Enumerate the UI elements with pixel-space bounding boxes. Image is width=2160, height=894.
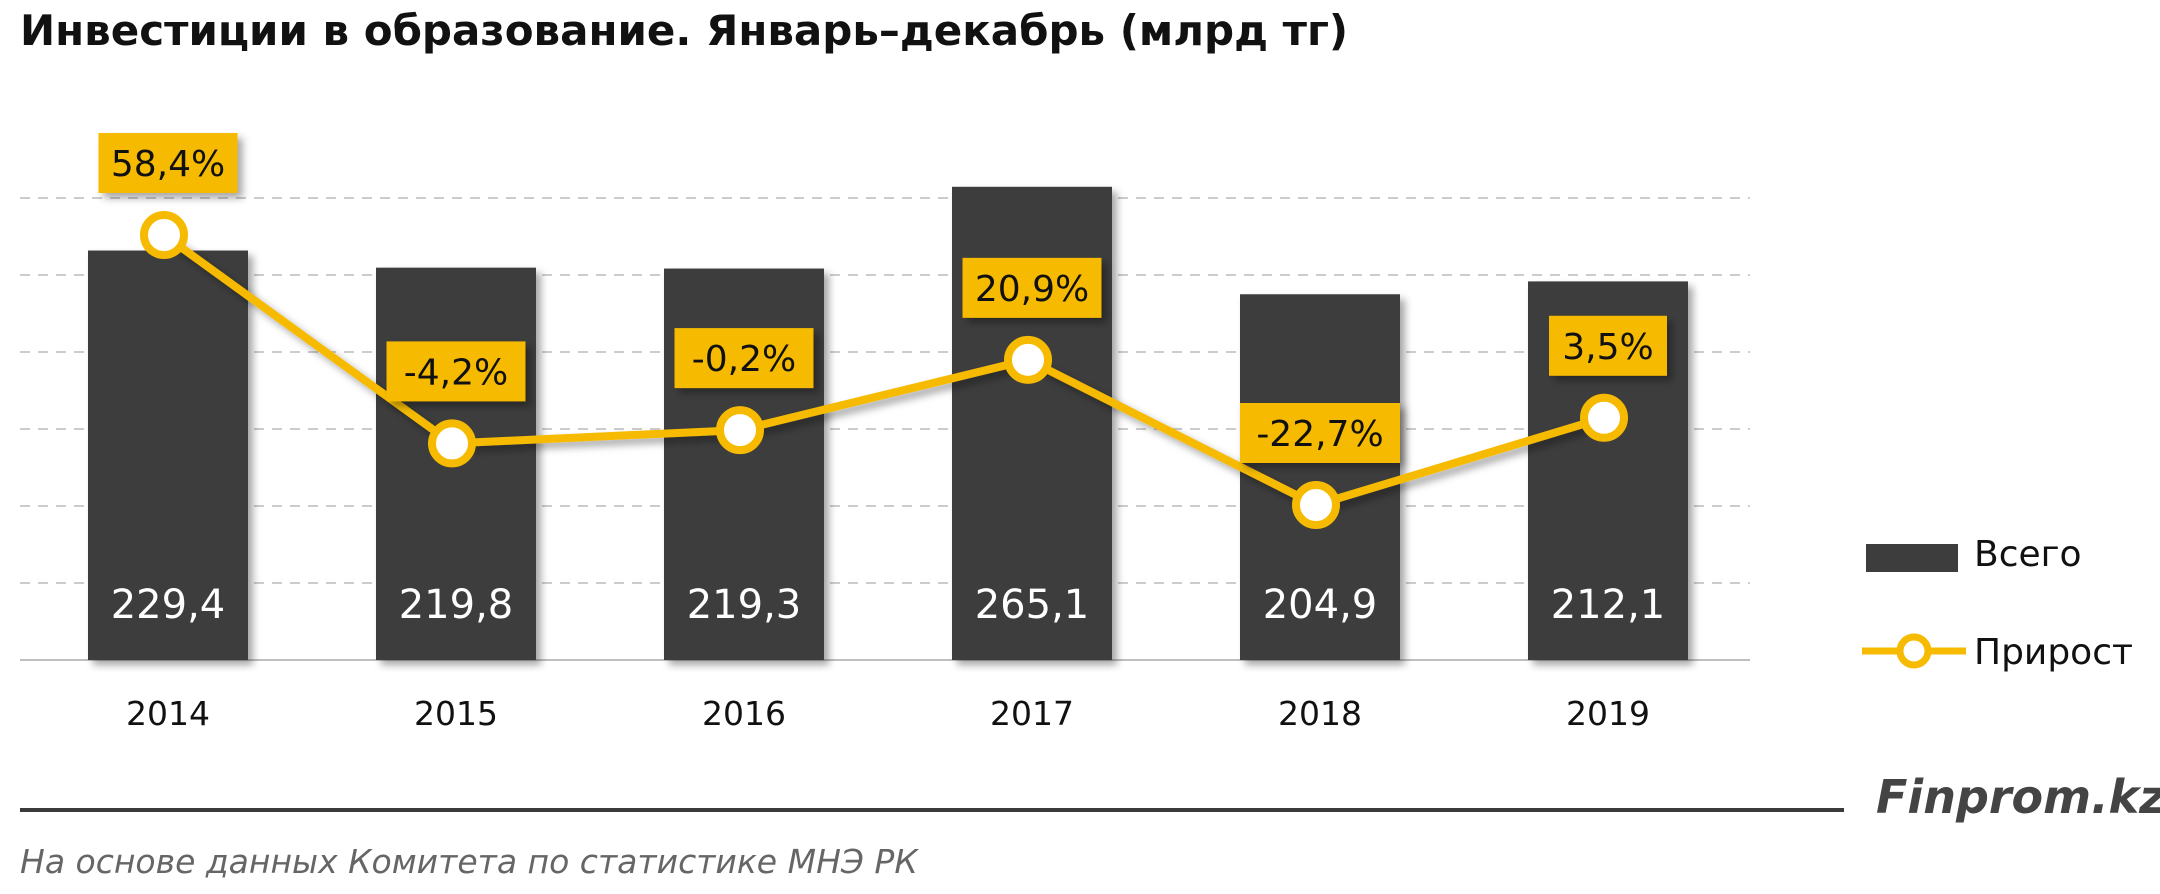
footer-divider [20, 808, 1844, 812]
legend-bar-swatch [1866, 544, 1958, 572]
source-note: На основе данных Комитета по статистике … [20, 842, 918, 881]
x-tick-2017: 2017 [990, 694, 1074, 733]
growth-label-box-2019 [1549, 315, 1667, 376]
x-tick-2016: 2016 [702, 694, 786, 733]
growth-line [161, 231, 1606, 509]
growth-label-box-2018 [1240, 403, 1400, 463]
bar-series [88, 186, 1688, 660]
legend-line-marker [1896, 633, 1932, 669]
growth-value-labels: 58,4% -4,2% -0,2% 20,9% -22,7% 3,5% [98, 133, 1667, 463]
legend-label-growth: Прирост [1974, 632, 2133, 673]
growth-label-2017: 20,9% [975, 269, 1089, 310]
growth-label-2014: 58,4% [111, 144, 225, 185]
growth-label-box-2017 [962, 257, 1102, 318]
bar-label-2018: 204,9 [1263, 582, 1378, 628]
brand-logo: Finprom.kz [1876, 770, 2160, 824]
growth-label-2019: 3,5% [1562, 327, 1653, 368]
bar-label-2015: 219,8 [399, 582, 514, 628]
bar-label-2014: 229,4 [111, 582, 226, 628]
growth-marker-2014 [140, 211, 188, 259]
growth-marker-2019 [1580, 393, 1628, 442]
growth-label-box-2016 [674, 328, 814, 389]
legend: Всего Прирост [1862, 534, 2133, 673]
bar-label-2016: 219,3 [687, 582, 802, 628]
growth-label-box-2014 [98, 133, 238, 193]
bar-value-labels: 229,4 219,8 219,3 265,1 204,9 212,1 [111, 582, 1666, 628]
chart-title: Инвестиции в образование. Январь–декабрь… [20, 6, 1349, 55]
growth-marker-2016 [716, 406, 764, 455]
growth-marker-2018 [1292, 481, 1340, 529]
legend-label-total: Всего [1974, 534, 2082, 575]
growth-label-box-2015 [386, 341, 526, 402]
x-tick-2015: 2015 [414, 694, 498, 733]
bar-label-2017: 265,1 [975, 582, 1090, 628]
gridlines [20, 197, 1750, 584]
growth-marker-2015 [428, 419, 476, 468]
growth-label-2018: -22,7% [1256, 414, 1383, 455]
bar-label-2019: 212,1 [1551, 582, 1666, 628]
x-tick-2019: 2019 [1566, 694, 1650, 733]
bar-2014 [88, 250, 248, 660]
growth-line-series [140, 211, 1628, 529]
x-tick-labels: 2014 2015 2016 2017 2018 2019 [126, 694, 1650, 733]
x-tick-2014: 2014 [126, 694, 210, 733]
growth-marker-2017 [1004, 335, 1052, 384]
growth-label-2016: -0,2% [692, 339, 796, 380]
growth-label-2015: -4,2% [404, 352, 508, 393]
x-tick-2018: 2018 [1278, 694, 1362, 733]
